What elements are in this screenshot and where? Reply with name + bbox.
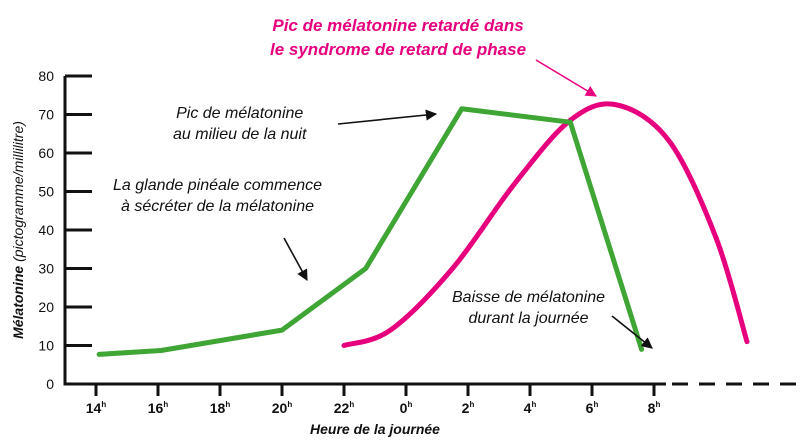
x-tick-label: 22h (334, 400, 355, 416)
annotation-daytime-drop: Baisse de mélatonine durant la journée (452, 289, 605, 327)
x-tick-label: 8h (648, 400, 661, 416)
x-tick-label: 16h (148, 400, 169, 416)
annotation-arrows (283, 59, 653, 349)
y-tick-label: 0 (46, 376, 54, 392)
x-tick-label: 4h (524, 400, 537, 416)
arrow-pineal-start (283, 237, 308, 281)
series-line-normal (96, 106, 645, 357)
y-tick-label: 60 (38, 145, 54, 161)
x-axis-ticks: 14h 16h 18h 20h 22h 0h 2h 4h 6h 8h (86, 385, 661, 416)
y-axis-label: Mélatonine (pictogramme/millilitre) (10, 121, 26, 339)
y-tick-label: 70 (38, 107, 54, 123)
y-tick-label: 10 (38, 338, 54, 354)
y-tick-label: 20 (38, 299, 54, 315)
x-axis-label: Heure de la journée (310, 421, 440, 437)
y-tick-label: 30 (38, 261, 54, 277)
y-tick-label: 50 (38, 184, 54, 200)
x-tick-label: 20h (272, 400, 293, 416)
x-tick-label: 6h (586, 400, 599, 416)
arrow-delayed-peak (535, 59, 597, 97)
chart-series (96, 101, 750, 357)
x-tick-label: 18h (210, 400, 231, 416)
y-tick-label: 80 (38, 68, 54, 84)
x-tick-label: 14h (86, 400, 107, 416)
x-tick-label: 2h (462, 400, 475, 416)
x-tick-label: 0h (400, 400, 413, 416)
arrow-daytime-drop (611, 315, 653, 349)
annotation-delayed-peak: Pic de mélatonine retardé dans le syndro… (270, 16, 527, 59)
y-axis-ticks: 0 10 20 30 40 50 60 70 80 (38, 68, 92, 392)
arrow-midnight-peak (337, 109, 438, 125)
y-tick-label: 40 (38, 222, 54, 238)
annotation-pineal-start: La glande pinéale commence à sécréter de… (113, 177, 323, 215)
annotation-midnight-peak: Pic de mélatonine au milieu de la nuit (173, 105, 307, 143)
